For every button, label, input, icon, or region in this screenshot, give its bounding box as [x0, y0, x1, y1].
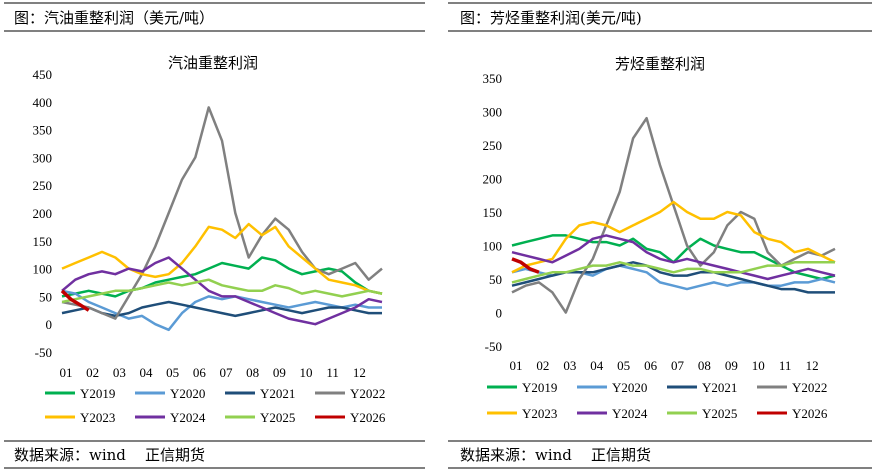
y-tick-label: 0 [496, 306, 503, 321]
legend-label: Y2022 [792, 380, 827, 395]
y-tick-label: 250 [33, 178, 53, 193]
x-tick-label: 01 [60, 365, 73, 380]
chart-gasoline: 450 400 350 300 250 200 150 100 50 0 -50 01 02 03 04 05… [33, 67, 386, 425]
legend-label: Y2025 [260, 410, 295, 425]
x-tick-label: 09 [725, 358, 738, 373]
x-tick-label: 03 [113, 365, 126, 380]
chart-title-gasoline: 汽油重整利润 [168, 54, 258, 72]
x-tick-label: 05 [617, 358, 630, 373]
x-tick-label: 12 [353, 365, 366, 380]
x-tick-label: 06 [644, 358, 658, 373]
legend-label: Y2024 [612, 406, 648, 421]
legend-label: Y2023 [80, 410, 115, 425]
x-tick-label: 04 [140, 365, 154, 380]
legend-label: Y2019 [522, 380, 557, 395]
series-line-y2025 [61, 278, 383, 304]
y-tick-label: 50 [489, 272, 502, 287]
legend-label: Y2021 [260, 386, 295, 401]
x-tick-label: 11 [779, 358, 792, 373]
x-tick-label: 10 [752, 358, 765, 373]
legend-label: Y2020 [612, 380, 647, 395]
series-line-y2023 [511, 200, 836, 274]
series-line-y2020 [61, 289, 382, 332]
series-line-y2022 [61, 106, 383, 320]
x-tick-label: 05 [166, 365, 179, 380]
x-tick-label: 07 [671, 358, 685, 373]
y-tick-label: 300 [483, 105, 503, 120]
legend-label: Y2023 [522, 406, 557, 421]
x-tick-label: 03 [563, 358, 576, 373]
series-line-y2024 [511, 234, 836, 281]
x-tick-label: 10 [300, 365, 313, 380]
x-tick-label: 02 [86, 365, 99, 380]
y-tick-label: 150 [33, 234, 53, 249]
y-tick-label: 0 [46, 317, 53, 332]
y-tick-label: 450 [33, 67, 53, 82]
y-tick-label: -50 [35, 345, 52, 360]
x-tick-label: 12 [806, 358, 819, 373]
y-tick-label: 350 [33, 123, 53, 138]
y-tick-label: 200 [483, 172, 503, 187]
legend-label: Y2019 [80, 386, 115, 401]
x-tick-label: 04 [590, 358, 604, 373]
y-tick-label: -50 [485, 339, 502, 354]
legend-label: Y2021 [702, 380, 737, 395]
y-tick-label: 150 [483, 205, 503, 220]
chart-title-aromatics: 芳烃重整利润 [615, 55, 705, 73]
y-tick-label: 200 [33, 206, 53, 221]
x-tick-label: 11 [326, 365, 339, 380]
legend-label: Y2025 [702, 406, 737, 421]
y-tick-label: 250 [483, 138, 503, 153]
y-tick-label: 100 [483, 239, 503, 254]
series-line-y2019 [61, 256, 383, 298]
legend-label: Y2026 [792, 406, 828, 421]
x-tick-label: 09 [273, 365, 286, 380]
series-line-y2025 [511, 261, 835, 284]
series-line-y2026 [60, 289, 90, 312]
series-line-y2023 [61, 222, 383, 295]
x-tick-label: 08 [698, 358, 711, 373]
y-tick-label: 50 [39, 289, 52, 304]
panel-header-gasoline: 图：汽油重整利润（美元/吨） [14, 9, 214, 27]
x-tick-label: 01 [510, 358, 523, 373]
series-line-y2026 [511, 257, 540, 274]
y-tick-label: 100 [33, 262, 53, 277]
chart-aromatics: 350 300 250 200 150 100 50 0 -50 01 02 03 04 05 06 07 08… [483, 71, 836, 421]
x-tick-label: 02 [536, 358, 549, 373]
series-line-y2021 [61, 300, 382, 318]
x-tick-label: 08 [246, 365, 259, 380]
legend-label: Y2024 [170, 410, 206, 425]
source-note-aromatics: 数据来源：wind 正信期货 [460, 446, 651, 464]
series-line-y2024 [61, 256, 383, 326]
panel-header-aromatics: 图：芳烃重整利润(美元/吨) [460, 9, 642, 27]
y-tick-label: 300 [33, 150, 53, 165]
x-tick-label: 07 [220, 365, 234, 380]
source-note-gasoline: 数据来源：wind 正信期货 [14, 446, 205, 464]
series-line-y2021 [511, 261, 835, 294]
y-tick-label: 400 [33, 95, 53, 110]
legend-label: Y2020 [170, 386, 205, 401]
y-tick-label: 350 [483, 71, 503, 86]
legend-label: Y2026 [350, 410, 386, 425]
x-tick-label: 06 [193, 365, 207, 380]
legend-label: Y2022 [350, 386, 385, 401]
